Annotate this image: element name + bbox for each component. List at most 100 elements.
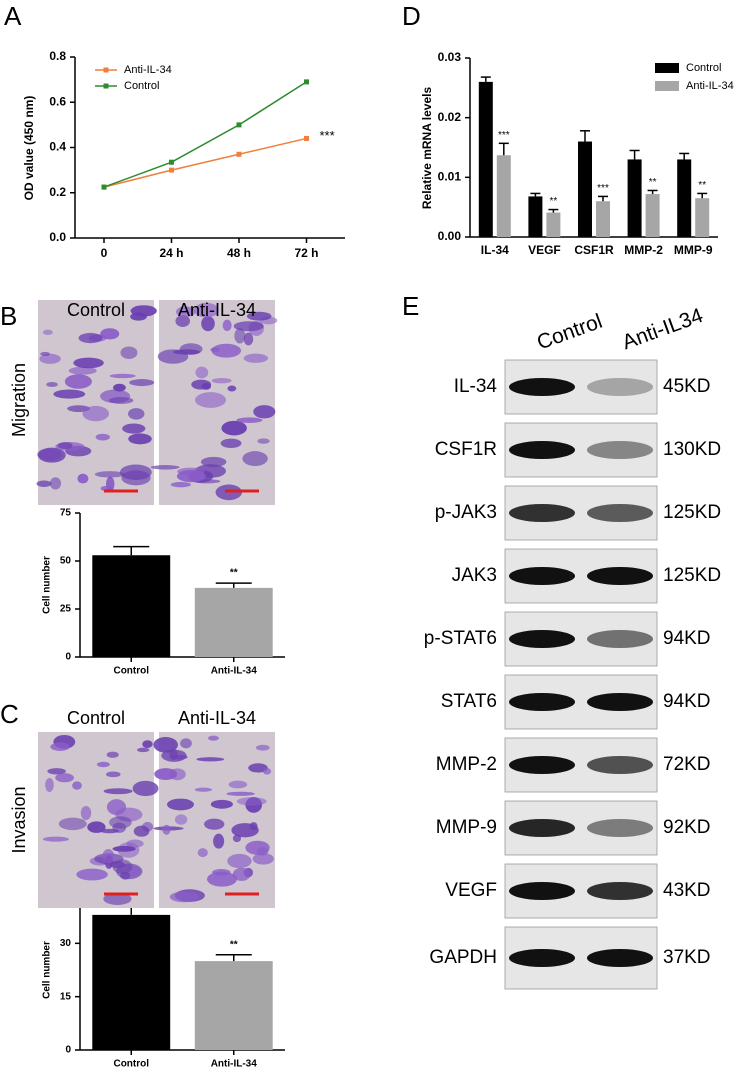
cell-stain (37, 447, 66, 463)
blot-band (509, 882, 575, 900)
column-label: Anti-IL-34 (178, 300, 256, 320)
blot-band (587, 441, 653, 459)
bar (627, 159, 642, 237)
cell-stain (47, 768, 66, 775)
x-tick-label: VEGF (528, 243, 561, 257)
cell-stain (49, 477, 62, 490)
error-bar (530, 192, 541, 197)
x-tick-label: Control (113, 666, 149, 677)
cell-stain (73, 357, 104, 369)
cell-stain (150, 465, 180, 470)
cell-stain (36, 480, 52, 487)
legend-marker (103, 83, 109, 89)
bar (596, 201, 610, 237)
cell-stain (122, 423, 146, 434)
blot-band (587, 819, 653, 837)
cell-stain (236, 417, 263, 423)
cell-stain (206, 871, 237, 887)
cell-stain (108, 397, 134, 404)
panel-letter: B (0, 301, 17, 331)
legend-swatch (655, 63, 679, 73)
blot-band (587, 378, 653, 396)
point (236, 122, 242, 128)
cell-stain (207, 735, 219, 741)
point (169, 167, 174, 173)
cell-stain (243, 353, 269, 363)
cell-stain (234, 328, 246, 344)
cell-stain (142, 740, 153, 748)
bar (528, 196, 543, 237)
cell-stain (129, 379, 155, 387)
blot-band (509, 630, 575, 648)
protein-label: JAK3 (452, 565, 497, 586)
blot-band (587, 756, 653, 774)
cell-stain (112, 845, 136, 852)
bar (478, 81, 493, 237)
blot-band (587, 693, 653, 711)
legend-label: Anti-IL-34 (686, 80, 734, 92)
y-tick-label: 0.4 (49, 140, 66, 154)
error-bar (580, 130, 590, 142)
cell-stain (109, 816, 132, 829)
cell-stain (195, 392, 227, 408)
blot-band (587, 882, 653, 900)
cell-stain (211, 343, 242, 358)
blot-band (509, 504, 575, 522)
cell-stain (227, 385, 237, 392)
protein-label: STAT6 (441, 691, 497, 712)
blot-strip (504, 422, 658, 478)
error-bar (480, 76, 491, 82)
cell-stain (72, 781, 82, 790)
point (304, 135, 309, 141)
cell-stain (255, 744, 270, 751)
column-label: Anti-IL-34 (178, 708, 256, 728)
column-label: Control (67, 708, 125, 728)
annotation: *** (498, 130, 510, 141)
error-bar (548, 208, 559, 213)
cell-stain (109, 373, 136, 379)
cell-stain (132, 780, 159, 797)
annotation: ** (698, 180, 706, 191)
annotation: ** (649, 177, 657, 188)
point (169, 159, 174, 165)
y-tick-label: 0.2 (49, 185, 66, 199)
cell-stain (246, 311, 272, 321)
panel-letter: D (402, 1, 421, 31)
protein-label: MMP-9 (436, 817, 497, 838)
blot-band (509, 949, 575, 967)
protein-label: GAPDH (429, 947, 497, 968)
size-label: 125KD (663, 565, 721, 586)
cell-stain (231, 823, 259, 838)
x-tick-label: Anti-IL-34 (211, 666, 258, 677)
legend-label: Control (124, 80, 159, 92)
bar (194, 961, 273, 1050)
bar (578, 141, 592, 237)
y-axis-label: Cell number (42, 941, 53, 999)
size-label: 45KD (663, 376, 711, 397)
protein-label: MMP-2 (436, 754, 497, 775)
cell-stain (130, 305, 157, 317)
cell-stain (100, 328, 120, 340)
cell-stain (120, 346, 138, 359)
cell-stain (236, 797, 267, 806)
cell-stain (57, 442, 73, 449)
panel-letter: C (0, 699, 19, 729)
cell-stain (232, 867, 251, 881)
cell-stain (211, 377, 232, 384)
legend-swatch (655, 81, 679, 91)
x-tick-label: Anti-IL-34 (211, 1059, 258, 1070)
cell-stain (82, 405, 109, 422)
error-bar (679, 152, 690, 160)
column-label: Control (67, 300, 125, 320)
panel-letter: E (402, 291, 419, 321)
cell-stain (76, 868, 108, 881)
cell-stain (128, 433, 152, 445)
cell-stain (195, 366, 209, 379)
error-bar (598, 195, 608, 202)
cell-stain (102, 849, 115, 864)
cell-stain (113, 383, 126, 392)
cell-stain (194, 302, 219, 318)
cell-stain (68, 366, 97, 375)
cell-stain (106, 799, 127, 815)
cell-stain (142, 821, 154, 832)
